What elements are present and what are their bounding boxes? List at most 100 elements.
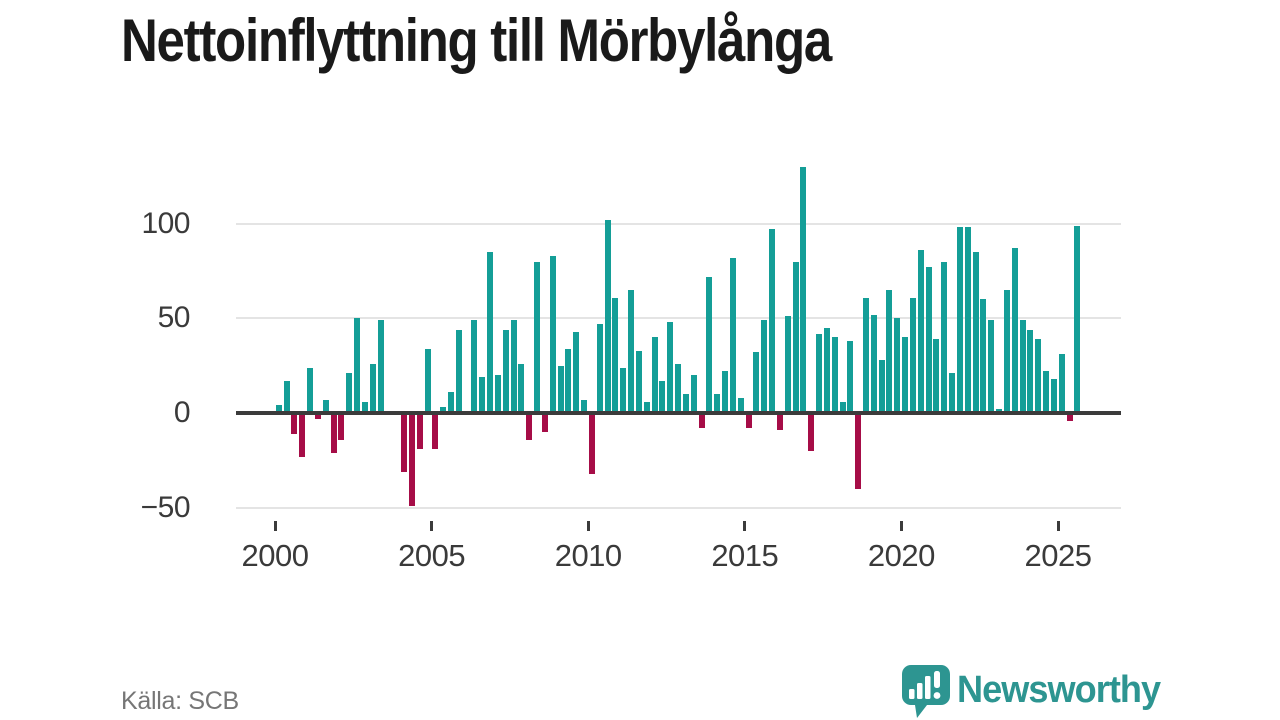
bar [526, 413, 533, 440]
x-tick [899, 521, 903, 531]
bar [800, 166, 807, 413]
bar [440, 407, 447, 413]
bar [863, 297, 869, 413]
bar [408, 413, 415, 506]
bar [1003, 289, 1010, 413]
bar [894, 318, 901, 413]
gridline-50 [236, 317, 1121, 320]
x-tick-label: 2010 [554, 538, 622, 573]
bar [635, 350, 642, 413]
y-tick-label: 100 [141, 206, 190, 240]
bar [776, 413, 783, 430]
bar [314, 413, 321, 419]
y-tick-label: −50 [140, 490, 191, 524]
bar [541, 413, 548, 432]
bar [886, 289, 893, 413]
bar [487, 252, 494, 413]
bar [690, 375, 697, 413]
bar [1074, 225, 1081, 413]
bar [909, 297, 916, 413]
bar [448, 392, 454, 413]
bar [479, 377, 486, 413]
bar [847, 341, 854, 413]
x-tick-label: 2005 [398, 538, 466, 573]
bar [870, 314, 877, 413]
x-tick [586, 521, 590, 531]
bar [1043, 371, 1049, 413]
bar [377, 320, 384, 413]
x-tick-label: 2000 [241, 538, 309, 573]
bar [816, 333, 822, 413]
gridline-100 [236, 222, 1121, 225]
bar [416, 413, 423, 449]
logo-bar-3 [925, 676, 931, 699]
bar [596, 324, 603, 413]
bar [682, 394, 689, 413]
x-tick-label: 2020 [867, 538, 935, 573]
bar [1011, 248, 1018, 413]
bar [330, 413, 337, 453]
logo-exclamation-dot [933, 692, 941, 699]
source-caption: Källa: SCB [121, 687, 239, 715]
bar [401, 413, 407, 472]
bar [455, 329, 462, 413]
bar [831, 337, 838, 413]
bar [729, 257, 736, 413]
bar [902, 337, 909, 413]
x-tick [1056, 521, 1060, 531]
bar [706, 276, 713, 413]
x-tick-label: 2015 [711, 538, 779, 573]
bar [502, 329, 509, 413]
logo-bar-1 [909, 689, 915, 699]
bar [565, 348, 572, 413]
bar [432, 413, 439, 449]
bar [988, 320, 995, 413]
bar [651, 337, 658, 413]
bar [628, 289, 634, 413]
newsworthy-logo: Newsworthy [900, 663, 1170, 719]
bar [941, 261, 948, 413]
y-tick-label: 0 [173, 396, 191, 429]
bar [299, 413, 306, 457]
bar [964, 227, 971, 413]
bar [917, 250, 924, 413]
x-tick [273, 521, 277, 531]
bar [753, 352, 760, 413]
x-tick-label: 2025 [1024, 538, 1092, 573]
bar [534, 261, 541, 413]
bar [675, 363, 681, 413]
bar [745, 413, 752, 429]
bar [643, 401, 650, 413]
bar [698, 413, 705, 429]
bar [722, 371, 728, 413]
bar [612, 297, 619, 413]
bar [792, 261, 799, 413]
bar [769, 229, 775, 413]
bar [956, 227, 963, 413]
newsworthy-icon [902, 665, 950, 718]
bar [471, 320, 478, 413]
bar [839, 401, 846, 413]
bar [972, 252, 979, 413]
bar [510, 320, 517, 413]
bar [808, 413, 815, 451]
bar [737, 397, 744, 413]
x-tick [743, 521, 747, 531]
bar [557, 365, 564, 413]
bar [1058, 354, 1065, 413]
bar [518, 363, 525, 413]
bar [369, 363, 376, 413]
bar [1019, 320, 1026, 413]
bar [1027, 329, 1034, 413]
bar [338, 413, 345, 440]
bar [573, 331, 580, 413]
bar [549, 255, 556, 413]
bar [949, 373, 956, 413]
bar [354, 318, 360, 413]
logo-exclamation-bar [934, 671, 940, 688]
bar [620, 367, 627, 413]
zero-axis-line [236, 411, 1121, 415]
bar [494, 375, 501, 413]
